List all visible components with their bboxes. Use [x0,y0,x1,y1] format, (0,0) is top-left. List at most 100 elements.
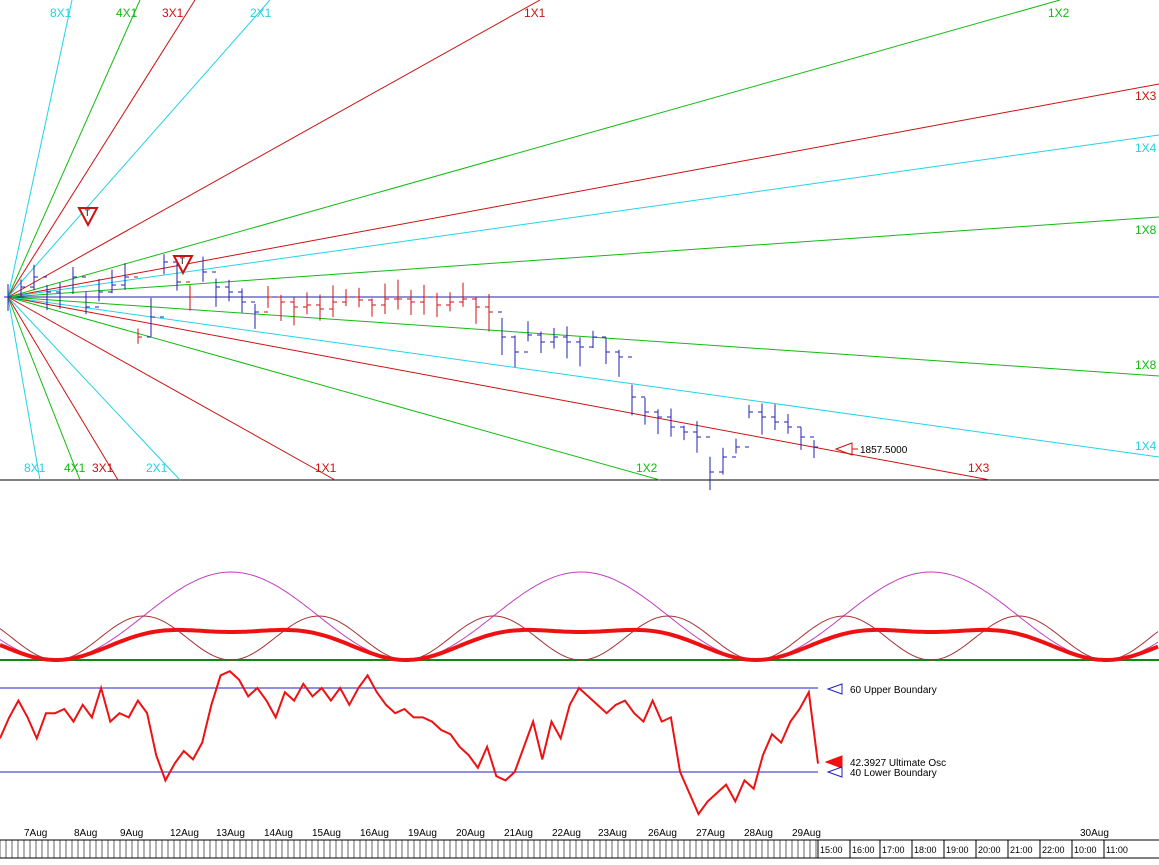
price-bar [511,335,519,367]
gann-line-lower-4x1 [7,296,81,481]
gann-label-upper-8x1: 8X1 [50,6,72,20]
date-tick-label: 13Aug [216,828,245,839]
price-bar [134,276,142,344]
price-bar [316,294,324,321]
gann-label-upper-2x1: 2X1 [250,6,272,20]
date-tick-label: 30Aug [1080,828,1109,839]
price-bar [758,403,766,435]
cycle-brown-line [0,615,1159,661]
cycle-magenta-line [0,571,1159,661]
gann-label-upper-3x1: 3X1 [162,6,184,20]
date-tick-label: 22Aug [552,828,581,839]
lower-boundary-label: 40 Lower Boundary [850,768,937,779]
date-tick-label: 15Aug [312,828,341,839]
price-bar [641,396,649,425]
gann-fan-layer: 8X1 4X1 3X1 2X1 1X1 1X2 1X3 1X4 1X8 8X1 4X1 3X1 2X1 1… [0,0,1159,481]
cycles-layer [0,571,1159,663]
lower-boundary-arrow-icon [826,766,843,778]
date-tick-label: 16Aug [360,828,389,839]
date-tick-label: 27Aug [696,828,725,839]
price-bar [797,426,805,450]
gann-label-lower-2x1: 2X1 [146,461,168,475]
price-bar [368,298,376,317]
price-bar [771,404,779,431]
turn-marker-triangle [77,207,99,228]
osc-value-arrow-icon [824,755,843,769]
price-bar [225,279,233,302]
price-bar [706,436,714,491]
gann-label-upper-1x4: 1X4 [1135,141,1157,155]
price-bar [576,337,584,367]
time-tick-label: 17:00 [882,845,905,855]
price-bar [550,327,558,349]
price-bar [264,286,272,313]
x-axis: 7Aug 8Aug 9Aug 12Aug 13Aug 14Aug 15Aug 16Aug 19A… [0,828,1159,859]
price-bar [160,254,168,318]
price-bar [407,289,415,315]
gann-line-upper-1x3 [7,83,1159,298]
date-tick-label: 12Aug [170,828,199,839]
price-bar [121,263,129,290]
price-bar [290,297,298,326]
date-tick-label: 28Aug [744,828,773,839]
price-bar [693,421,701,453]
price-bar [199,256,207,298]
price-bars-layer [4,254,858,491]
price-bar [381,283,389,315]
turn-marker-icon: T [77,207,99,228]
date-tick-label: 7Aug [24,828,47,839]
price-bar [459,282,467,307]
ultimate-osc-line [0,670,819,816]
gann-line-upper-3x1 [7,0,196,298]
time-tick-label: 11:00 [1106,845,1128,855]
cycle-composite-line [0,627,1159,663]
gann-line-upper-1x4 [7,134,1159,298]
date-tick-label: 26Aug [648,828,677,839]
price-bar [342,289,350,307]
gann-line-lower-2x1 [7,296,181,481]
gann-label-upper-1x3: 1X3 [1135,89,1157,103]
gann-line-lower-8x1 [7,296,41,481]
price-bar [433,292,441,318]
price-bar [394,279,402,310]
time-tick-label: 22:00 [1042,845,1065,855]
date-tick-label: 9Aug [120,828,143,839]
last-price-label: 1857.5000 [860,445,908,456]
time-tick-label: 15:00 [820,845,843,855]
price-bar [251,301,259,329]
price-bar [4,284,12,311]
price-bar [108,269,116,294]
gann-line-lower-1x3 [7,296,991,481]
price-bar [238,288,246,313]
date-tick-label: 29Aug [792,828,821,839]
gann-label-lower-1x1: 1X1 [315,461,337,475]
price-bar [277,294,285,321]
turn-marker-triangle [172,255,194,276]
date-tick-label: 21Aug [504,828,533,839]
gann-label-lower-1x3: 1X3 [968,461,990,475]
turn-marker-icon: T [172,255,194,276]
time-tick-label: 21:00 [1010,845,1033,855]
gann-line-lower-1x4 [7,296,1159,458]
price-bar [82,276,90,315]
time-tick-label: 10:00 [1074,845,1097,855]
gann-label-lower-1x2: 1X2 [636,461,658,475]
price-bar [30,264,38,291]
price-bar [628,356,636,416]
turn-marker-label: T [85,208,91,218]
oscillator-layer [0,670,843,816]
date-tick-label: 14Aug [264,828,293,839]
price-bar [355,287,363,308]
price-bar [17,279,25,298]
price-bar [615,349,623,377]
price-label-layer: 1857.5000 [860,445,908,456]
gann-line-lower-3x1 [7,296,119,481]
price-bar [472,297,480,324]
gann-label-lower-1x8: 1X8 [1135,358,1157,372]
date-tick-label: 20Aug [456,828,485,839]
gann-label-lower-4x1: 4X1 [64,461,86,475]
price-bar [56,282,64,309]
price-bar [420,284,428,315]
